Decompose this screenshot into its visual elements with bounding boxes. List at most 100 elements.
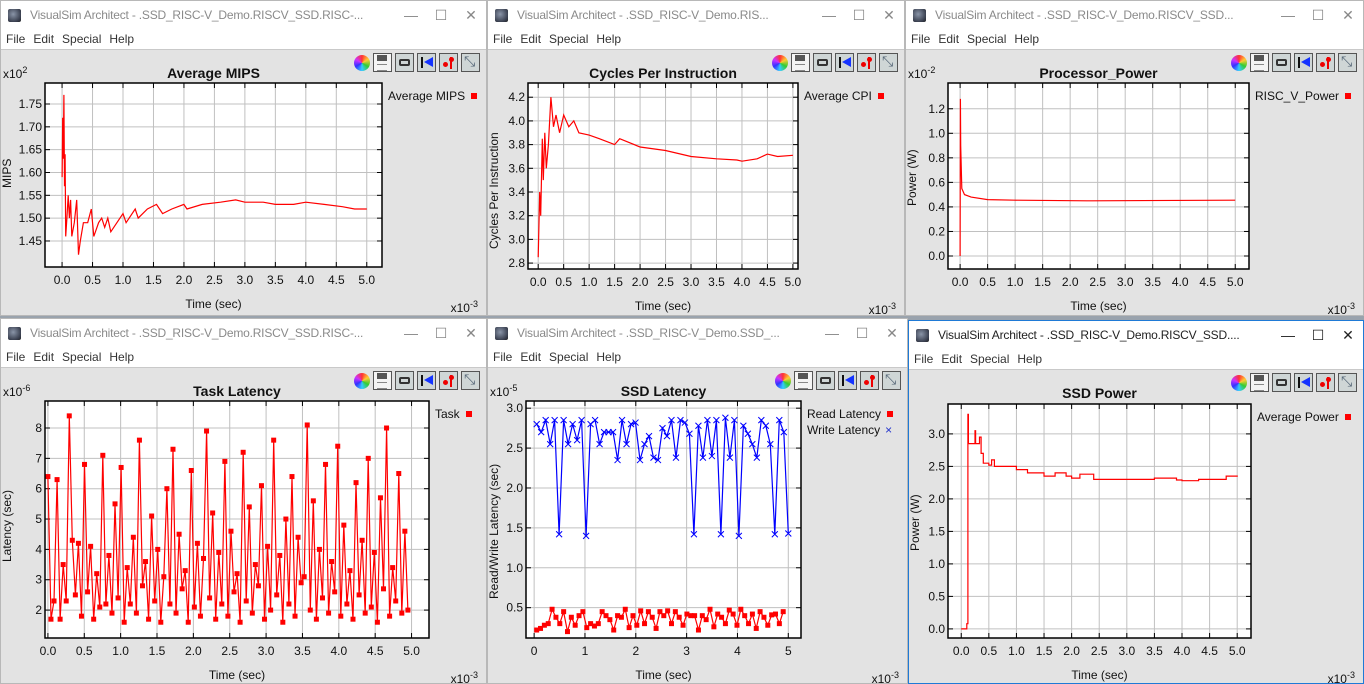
save-icon[interactable] — [1250, 373, 1269, 392]
fit-icon[interactable] — [879, 53, 898, 72]
menu-special[interactable]: Special — [549, 350, 589, 364]
menu-file[interactable]: File — [6, 350, 26, 364]
close-button[interactable]: ✕ — [1342, 326, 1354, 343]
data-point — [289, 474, 295, 480]
y-tick-label: 3.2 — [508, 209, 525, 223]
plot-points-icon[interactable] — [860, 371, 879, 390]
menu-special[interactable]: Special — [62, 32, 102, 46]
minimize-button[interactable]: — — [825, 325, 839, 341]
maximize-button[interactable]: ☐ — [855, 324, 869, 341]
close-button[interactable]: ✕ — [1342, 6, 1354, 23]
menu-edit[interactable]: Edit — [938, 32, 960, 46]
color-palette-icon[interactable] — [1231, 375, 1247, 391]
plot-points-icon[interactable] — [857, 53, 876, 72]
x-tick-label: 3.0 — [258, 644, 275, 658]
maximize-button[interactable]: ☐ — [434, 6, 448, 23]
print-icon[interactable] — [395, 371, 414, 390]
color-palette-icon[interactable] — [354, 55, 370, 71]
color-palette-icon[interactable] — [1231, 55, 1247, 71]
color-palette-icon[interactable] — [775, 373, 791, 389]
title-bar[interactable]: VisualSim Architect - .SSD_RISC-V_Demo.R… — [909, 321, 1363, 349]
title-bar[interactable]: VisualSim Architect - .SSD_RISC-V_Demo.R… — [1, 319, 486, 347]
menu-help[interactable]: Help — [596, 350, 622, 364]
reset-axes-icon[interactable] — [838, 371, 857, 390]
maximize-button[interactable]: ☐ — [1311, 326, 1325, 343]
window-controls: — ☐ ✕ — [388, 1, 486, 29]
fit-icon[interactable] — [461, 53, 480, 72]
minimize-button[interactable]: — — [822, 7, 836, 23]
menu-edit[interactable]: Edit — [520, 32, 542, 46]
minimize-button[interactable]: — — [1281, 327, 1295, 343]
menu-file[interactable]: File — [911, 32, 931, 46]
reset-axes-icon[interactable] — [1294, 53, 1313, 72]
fit-icon[interactable] — [461, 371, 480, 390]
close-button[interactable]: ✕ — [883, 6, 895, 23]
reset-axes-icon[interactable] — [417, 53, 436, 72]
menu-help[interactable]: Help — [1017, 352, 1043, 366]
menu-special[interactable]: Special — [549, 32, 589, 46]
data-point — [561, 609, 567, 615]
plot-points-icon[interactable] — [439, 53, 458, 72]
menu-help[interactable]: Help — [1014, 32, 1040, 46]
fit-icon[interactable] — [882, 371, 901, 390]
print-icon[interactable] — [813, 53, 832, 72]
data-point — [611, 627, 617, 633]
menu-edit[interactable]: Edit — [941, 352, 963, 366]
menu-help[interactable]: Help — [596, 32, 622, 46]
data-point — [359, 537, 365, 543]
menu-special[interactable]: Special — [970, 352, 1010, 366]
x-tick-label: 3.5 — [294, 644, 311, 658]
menu-file[interactable]: File — [493, 32, 513, 46]
x-tick-label: 0.0 — [40, 644, 57, 658]
print-icon[interactable] — [395, 53, 414, 72]
menu-edit[interactable]: Edit — [33, 350, 55, 364]
plot-points-icon[interactable] — [1316, 53, 1335, 72]
reset-axes-icon[interactable] — [1294, 373, 1313, 392]
data-point — [298, 580, 304, 586]
close-button[interactable]: ✕ — [465, 6, 477, 23]
save-icon[interactable] — [373, 371, 392, 390]
save-icon[interactable] — [791, 53, 810, 72]
fit-icon[interactable] — [1338, 373, 1357, 392]
y-axis-label: MIPS — [0, 158, 14, 189]
data-point — [538, 625, 544, 631]
menu-file[interactable]: File — [914, 352, 934, 366]
save-icon[interactable] — [373, 53, 392, 72]
print-icon[interactable] — [1272, 373, 1291, 392]
save-icon[interactable] — [794, 371, 813, 390]
menu-help[interactable]: Help — [109, 32, 135, 46]
chart-plot-area: 0.0 0.5 1.0 1.5 2.0 2.5 3.0 3.5 4.0 4.5 5.0 0.0 0.5 1… — [928, 403, 1252, 658]
color-palette-icon[interactable] — [354, 373, 370, 389]
data-point — [155, 546, 161, 552]
minimize-button[interactable]: — — [404, 7, 418, 23]
maximize-button[interactable]: ☐ — [434, 324, 448, 341]
minimize-button[interactable]: — — [1281, 7, 1295, 23]
close-button[interactable]: ✕ — [886, 324, 898, 341]
menu-special[interactable]: Special — [62, 350, 102, 364]
menu-file[interactable]: File — [6, 32, 26, 46]
plot-points-icon[interactable] — [439, 371, 458, 390]
print-icon[interactable] — [1272, 53, 1291, 72]
data-point — [541, 622, 547, 628]
minimize-button[interactable]: — — [404, 325, 418, 341]
menu-help[interactable]: Help — [109, 350, 135, 364]
save-icon[interactable] — [1250, 53, 1269, 72]
close-button[interactable]: ✕ — [465, 324, 477, 341]
menu-special[interactable]: Special — [967, 32, 1007, 46]
reset-axes-icon[interactable] — [417, 371, 436, 390]
maximize-button[interactable]: ☐ — [852, 6, 866, 23]
title-bar[interactable]: VisualSim Architect - .SSD_RISC-V_Demo.R… — [488, 1, 904, 29]
color-palette-icon[interactable] — [772, 55, 788, 71]
title-bar[interactable]: VisualSim Architect - .SSD_RISC-V_Demo.S… — [488, 319, 907, 347]
maximize-button[interactable]: ☐ — [1311, 6, 1325, 23]
title-bar[interactable]: VisualSim Architect - .SSD_RISC-V_Demo.R… — [906, 1, 1363, 29]
print-icon[interactable] — [816, 371, 835, 390]
plot-points-icon[interactable] — [1316, 373, 1335, 392]
reset-axes-icon[interactable] — [835, 53, 854, 72]
title-bar[interactable]: VisualSim Architect - .SSD_RISC-V_Demo.R… — [1, 1, 486, 29]
menu-edit[interactable]: Edit — [520, 350, 542, 364]
fit-icon[interactable] — [1338, 53, 1357, 72]
menu-edit[interactable]: Edit — [33, 32, 55, 46]
menu-file[interactable]: File — [493, 350, 513, 364]
series-line — [61, 94, 367, 255]
